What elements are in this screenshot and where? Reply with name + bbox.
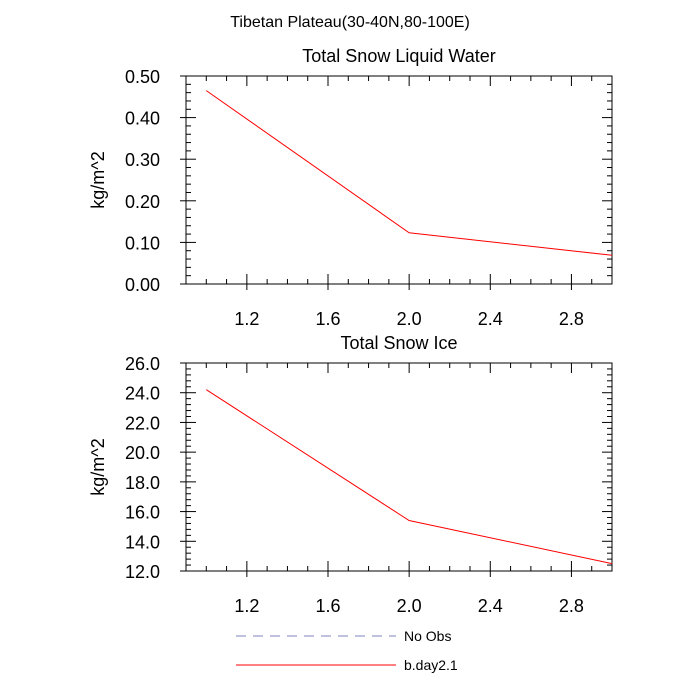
x-tick-label: 2.4 bbox=[478, 309, 503, 329]
series-line-b-day2-1 bbox=[206, 90, 613, 256]
figure-title: Tibetan Plateau(30-40N,80-100E) bbox=[230, 14, 470, 31]
x-tick-label: 2.0 bbox=[397, 596, 422, 616]
y-axis-label: kg/m^2 bbox=[88, 438, 108, 495]
x-tick-label: 2.8 bbox=[559, 309, 584, 329]
x-tick-label: 2.8 bbox=[559, 596, 584, 616]
y-tick-label: 0.00 bbox=[125, 275, 160, 295]
x-tick-label: 1.6 bbox=[315, 596, 340, 616]
y-tick-label: 24.0 bbox=[125, 384, 160, 404]
y-tick-label: 20.0 bbox=[125, 443, 160, 463]
y-tick-label: 14.0 bbox=[125, 532, 160, 552]
y-tick-label: 12.0 bbox=[125, 562, 160, 582]
y-tick-label: 0.30 bbox=[125, 150, 160, 170]
y-tick-label: 0.50 bbox=[125, 67, 160, 87]
x-tick-label: 2.0 bbox=[397, 309, 422, 329]
y-tick-label: 18.0 bbox=[125, 473, 160, 493]
legend: No Obs b.day2.1 bbox=[236, 628, 458, 673]
y-tick-label: 22.0 bbox=[125, 413, 160, 433]
legend-label-2: b.day2.1 bbox=[404, 657, 458, 673]
x-tick-label: 1.2 bbox=[234, 596, 259, 616]
panel-title: Total Snow Liquid Water bbox=[302, 46, 495, 66]
panels: Total Snow Liquid Water kg/m^2 0.00 0.10 0.2… bbox=[88, 46, 613, 616]
y-tick-label: 16.0 bbox=[125, 503, 160, 523]
y-tick-label: 0.20 bbox=[125, 192, 160, 212]
y-axis-label: kg/m^2 bbox=[88, 151, 108, 208]
y-tick-label: 0.40 bbox=[125, 109, 160, 129]
panel-1: Total Snow Liquid Water kg/m^2 0.00 0.10 0.2… bbox=[88, 46, 613, 329]
series-line-b-day2-1 bbox=[206, 389, 613, 565]
plot-frame bbox=[185, 75, 613, 285]
plot-frame bbox=[185, 362, 613, 572]
x-tick-label: 2.4 bbox=[478, 596, 503, 616]
legend-label-1: No Obs bbox=[404, 628, 451, 644]
y-tick-label: 26.0 bbox=[125, 354, 160, 374]
y-tick-label: 0.10 bbox=[125, 233, 160, 253]
panel-2: Total Snow Ice kg/m^2 12.0 14.0 16.0 18.0 20.0… bbox=[88, 333, 613, 616]
x-tick-label: 1.2 bbox=[234, 309, 259, 329]
panel-title: Total Snow Ice bbox=[340, 333, 457, 353]
x-tick-label: 1.6 bbox=[315, 309, 340, 329]
